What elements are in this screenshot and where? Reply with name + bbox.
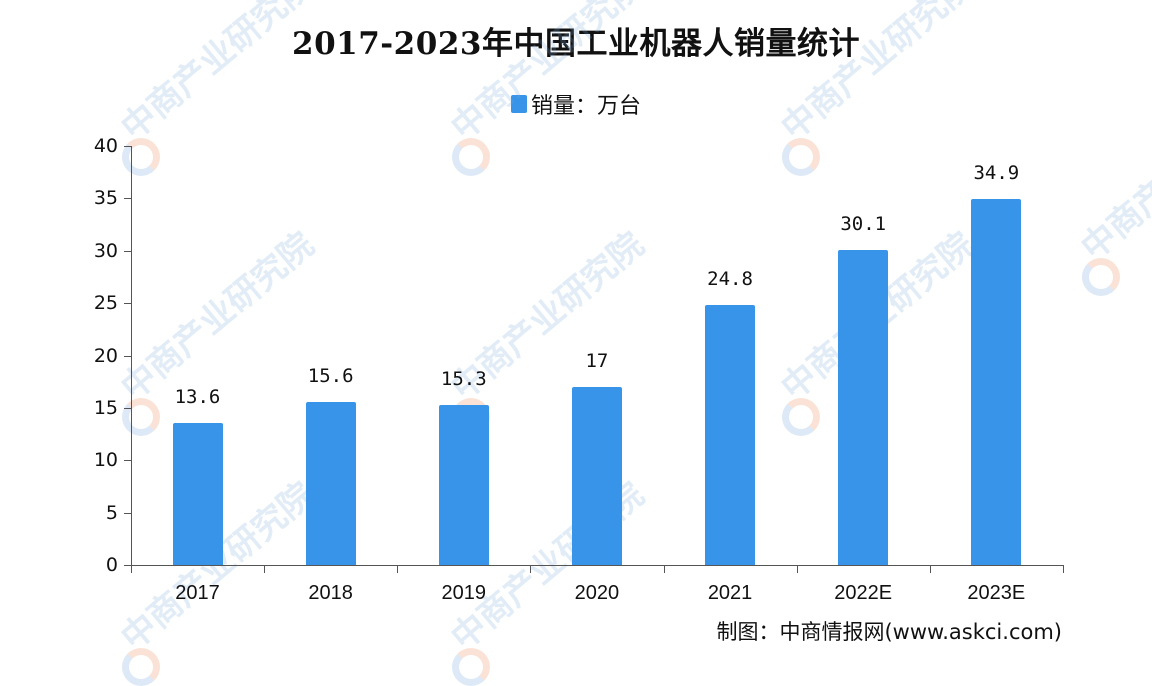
watermark-logo-icon xyxy=(782,138,820,176)
y-tick xyxy=(124,355,131,357)
x-tick-label: 2020 xyxy=(574,582,620,604)
bar-value-label: 30.1 xyxy=(840,212,887,235)
bar-2020 xyxy=(572,386,622,565)
bar-value-label: 15.6 xyxy=(307,364,354,387)
y-tick xyxy=(124,303,131,305)
y-tick-label: 10 xyxy=(93,449,118,472)
x-tick xyxy=(530,565,532,573)
y-tick xyxy=(124,565,131,566)
x-tick-label: 2018 xyxy=(308,582,353,604)
x-tick xyxy=(663,565,665,573)
x-tick-label: 2019 xyxy=(441,582,487,604)
bar-2022E xyxy=(838,249,889,565)
x-tick xyxy=(796,565,798,573)
x-tick xyxy=(1063,565,1064,573)
chart-title: 2017-2023年中国工业机器人销量统计 xyxy=(292,26,860,62)
bar-value-label: 13.6 xyxy=(174,385,221,408)
x-tick xyxy=(264,565,266,573)
watermark-logo-icon xyxy=(782,398,820,436)
x-tick-label: 2022E xyxy=(834,582,893,604)
bar-2021 xyxy=(705,305,756,565)
bar-2019 xyxy=(438,404,489,565)
bar-2017 xyxy=(172,422,223,565)
y-tick-label: 5 xyxy=(105,501,118,524)
bar-value-label: 15.3 xyxy=(440,367,487,390)
source-note: 制图：中商情报网(www.askci.com) xyxy=(716,620,1062,644)
y-tick xyxy=(124,460,131,462)
watermark-logo-icon xyxy=(452,138,490,176)
x-axis xyxy=(131,565,1063,566)
watermark-logo-icon xyxy=(1082,258,1120,296)
y-tick-label: 0 xyxy=(105,554,118,576)
bar-value-label: 24.8 xyxy=(707,268,753,291)
legend-label: 销量：万台 xyxy=(530,94,641,119)
y-tick xyxy=(124,146,131,147)
watermark-logo-icon xyxy=(122,138,160,176)
legend-swatch xyxy=(510,95,527,113)
bar-value-label: 34.9 xyxy=(973,162,1020,185)
watermark-logo-icon xyxy=(122,648,160,686)
legend: 销量：万台 xyxy=(0,88,1152,120)
y-tick-label: 20 xyxy=(93,344,118,367)
y-tick-label: 35 xyxy=(93,187,118,210)
y-axis xyxy=(131,146,132,565)
y-tick xyxy=(124,198,131,200)
x-tick-label: 2017 xyxy=(175,582,220,604)
watermark-logo-icon xyxy=(452,648,490,686)
y-tick-label: 40 xyxy=(93,135,118,157)
x-tick-label: 2021 xyxy=(707,582,753,604)
y-tick-label: 15 xyxy=(93,396,118,419)
y-tick xyxy=(124,250,131,252)
y-tick-label: 25 xyxy=(93,292,118,315)
bar-2023E xyxy=(971,199,1022,565)
y-tick xyxy=(124,512,131,514)
bar-value-label: 17 xyxy=(585,349,609,372)
x-tick xyxy=(929,565,931,573)
x-tick xyxy=(131,565,132,573)
x-tick-label: 2023E xyxy=(967,582,1026,604)
y-tick xyxy=(124,407,131,409)
bar-2018 xyxy=(305,401,356,565)
x-tick xyxy=(397,565,399,573)
y-tick-label: 30 xyxy=(93,239,118,262)
